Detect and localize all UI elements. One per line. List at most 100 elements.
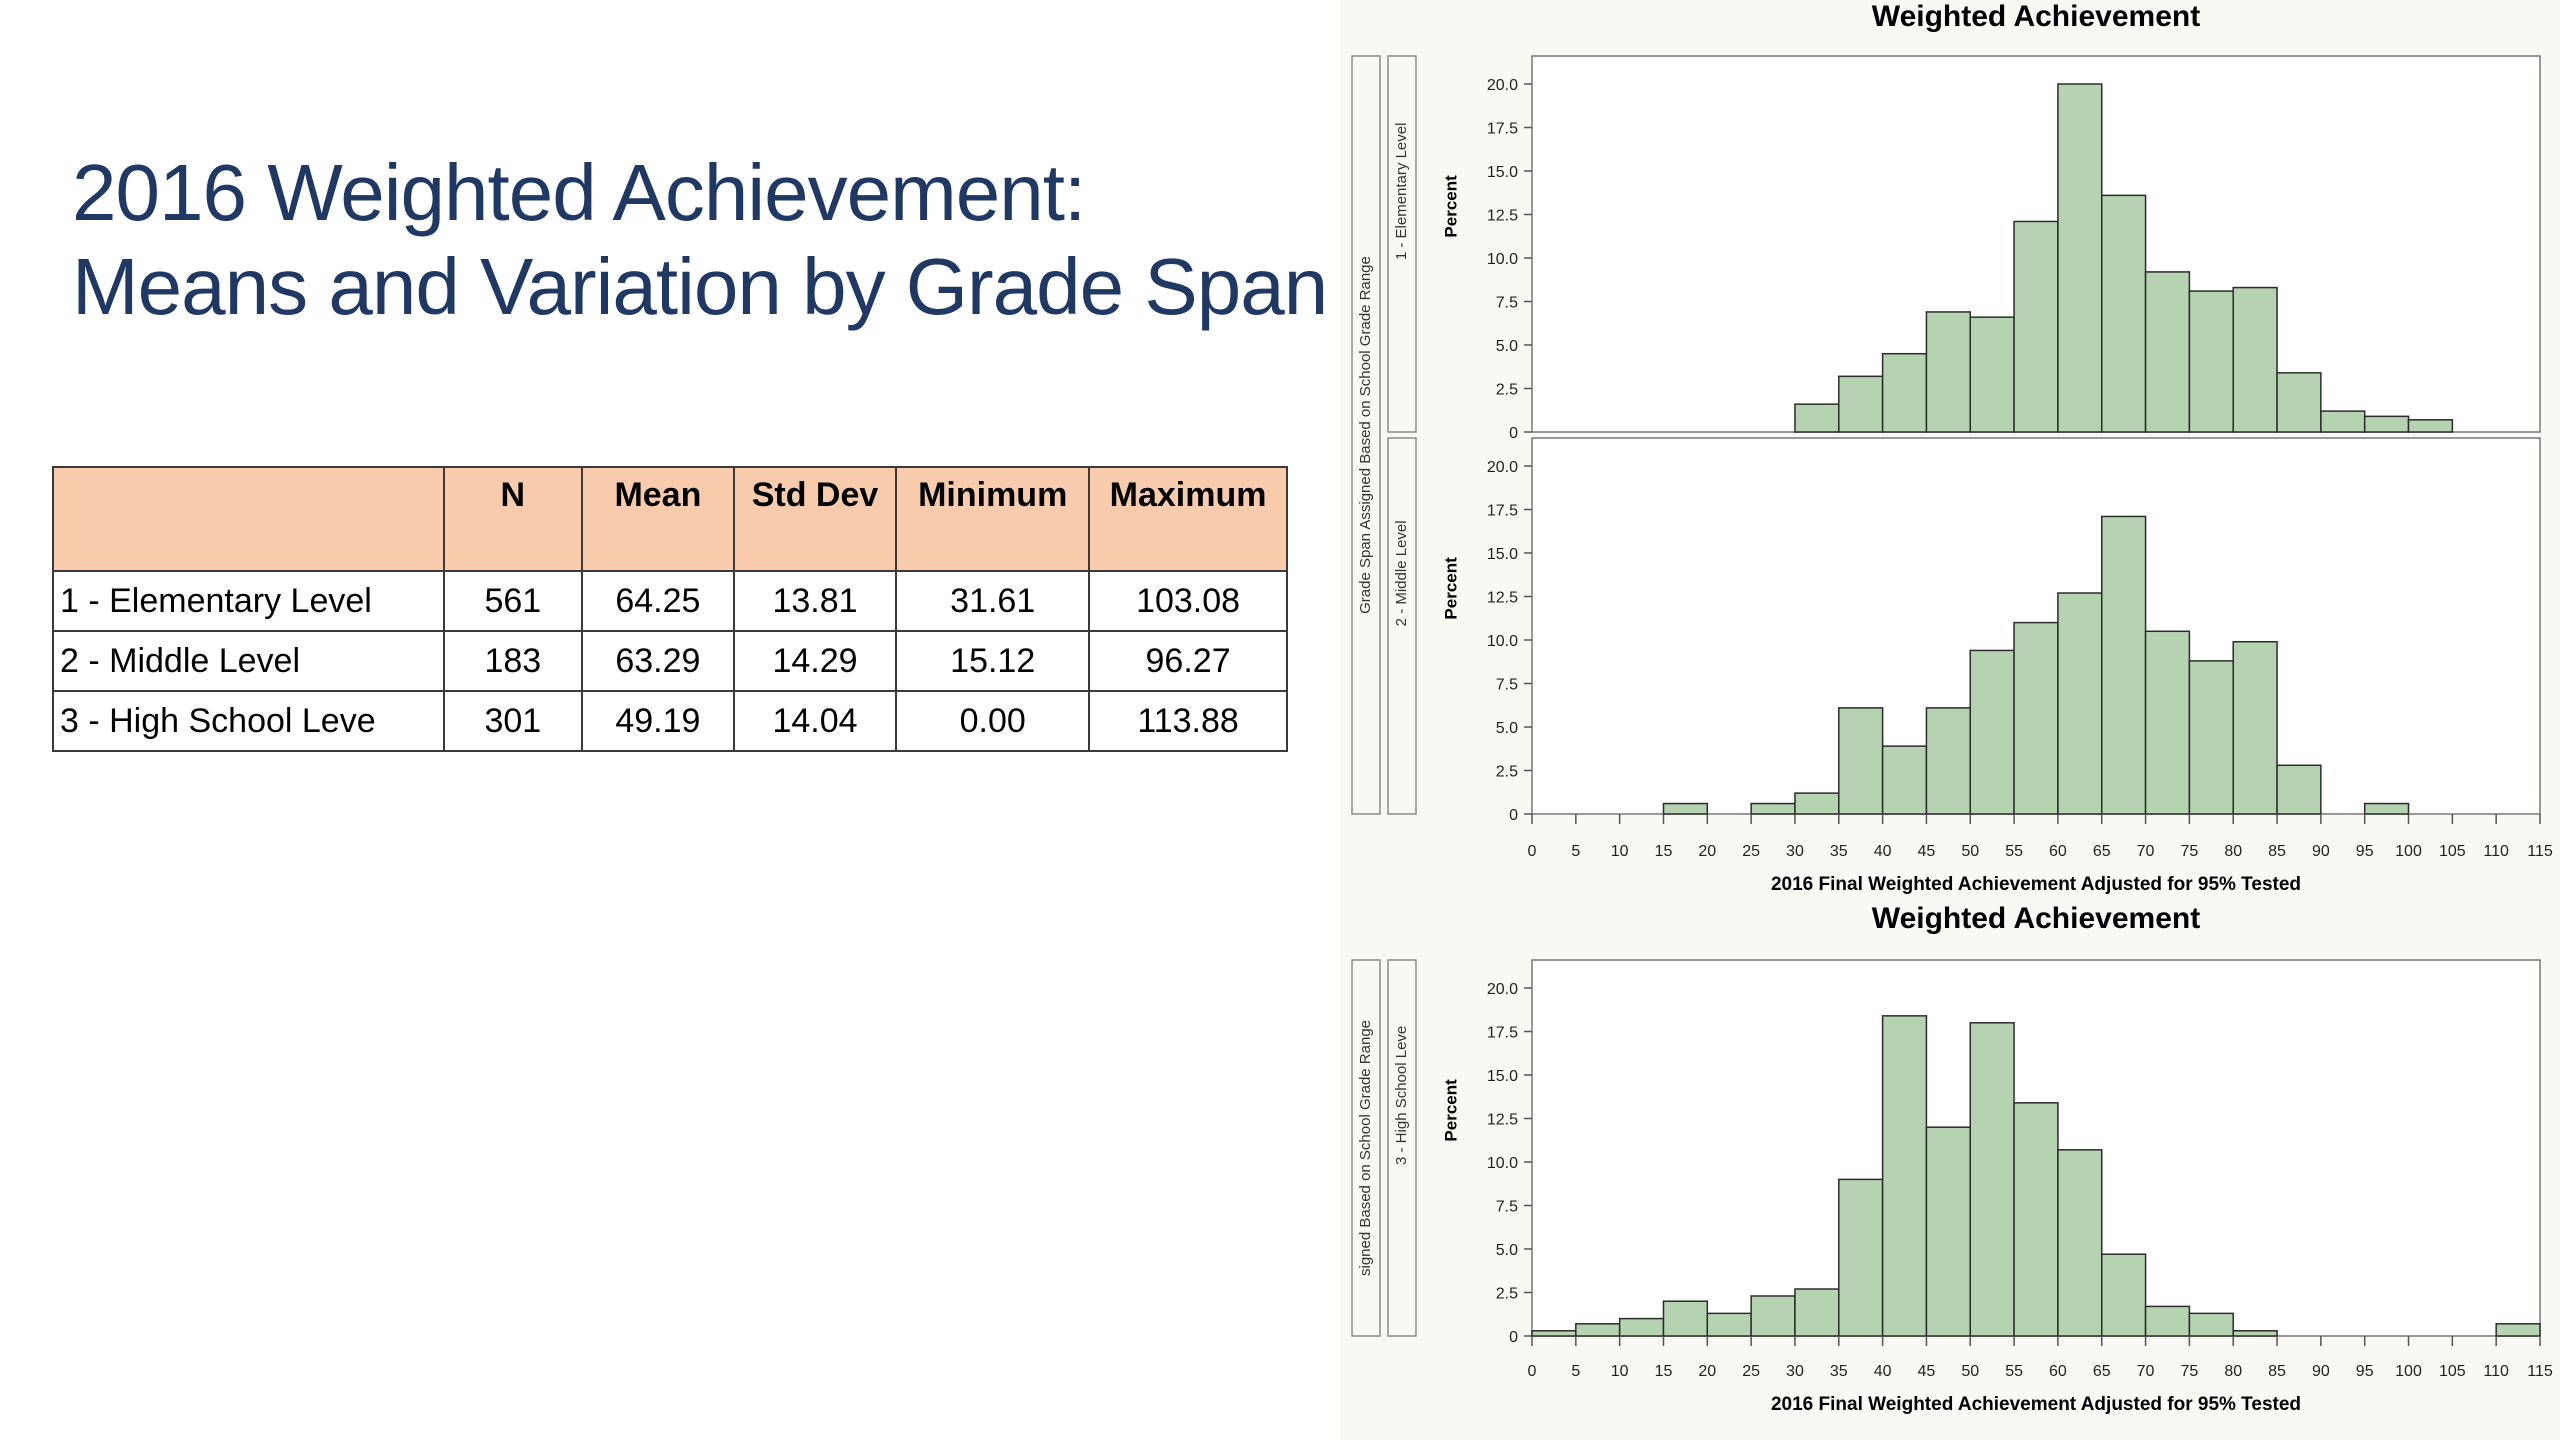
histogram-bar: [2363, 415, 2410, 433]
x-tick-label: 5: [1571, 1363, 1580, 1380]
histogram-panel: Weighted Achievement Grade Span Assigned …: [1340, 0, 2560, 1440]
x-tick-label: 40: [1874, 843, 1892, 860]
outer-group-label: Grade Span Assigned Based on School Grad…: [1357, 256, 1374, 614]
x-tick-label: 5: [1571, 843, 1580, 860]
x-tick-label: 100: [2395, 843, 2422, 860]
histogram-bar: [2232, 640, 2278, 815]
histogram-bar: [2232, 1330, 2278, 1337]
panel-strip-label: 2 - Middle Level: [1393, 520, 1410, 626]
x-tick-label: 80: [2224, 843, 2242, 860]
histogram-bar: [1662, 802, 1709, 815]
cell-maximum: 96.27: [1088, 630, 1288, 692]
y-axis-label: Percent: [1441, 175, 1460, 238]
table-row: 2 - Middle Level 183 63.29 14.29 15.12 9…: [52, 630, 1288, 692]
y-tick-label: 12.5: [1487, 208, 1518, 225]
histogram-bar: [2013, 1102, 2059, 1337]
histogram-bar: [1925, 707, 1972, 815]
cell-mean: 49.19: [581, 690, 735, 752]
histogram-bar: [2276, 764, 2322, 815]
summary-stats-table: N Mean Std Dev Minimum Maximum 1 - Eleme…: [52, 466, 1288, 752]
histogram-bar: [1838, 707, 1884, 815]
x-tick-label: 0: [1528, 843, 1537, 860]
histogram-bar: [1881, 1015, 1928, 1337]
histogram-bar: [1881, 352, 1928, 433]
y-tick-label: 12.5: [1487, 590, 1518, 607]
histogram-bar: [2363, 802, 2410, 815]
histogram-bar: [1838, 1178, 1884, 1337]
x-tick-label: 85: [2268, 1363, 2286, 1380]
histogram-bar: [1794, 1288, 1840, 1337]
histogram-bar: [1925, 1126, 1972, 1337]
panel-strip: [1387, 55, 1417, 433]
x-tick-label: 0: [1528, 1363, 1537, 1380]
x-tick-label: 35: [1830, 1363, 1848, 1380]
x-tick-label: 60: [2049, 1363, 2067, 1380]
y-tick-label: 0: [1509, 1329, 1518, 1346]
x-tick-label: 105: [2439, 843, 2466, 860]
cell-mean: 63.29: [581, 630, 735, 692]
x-tick-label: 35: [1830, 843, 1848, 860]
cell-minimum: 0.00: [895, 690, 1091, 752]
x-tick-label: 65: [2093, 843, 2111, 860]
y-tick-label: 2.5: [1496, 1286, 1518, 1303]
histogram-bar: [1969, 1022, 2015, 1337]
y-axis-label: Percent: [1441, 557, 1460, 620]
histogram-bar: [2276, 372, 2322, 433]
slide-title: 2016 Weighted Achievement: Means and Var…: [72, 146, 1328, 334]
histogram-bar: [1618, 1317, 1665, 1337]
x-tick-label: 30: [1786, 843, 1804, 860]
histogram-bar: [2407, 419, 2454, 433]
x-tick-label: 50: [1961, 843, 1979, 860]
histogram-bar: [2057, 1149, 2103, 1337]
y-tick-label: 15.0: [1487, 1068, 1518, 1085]
cell-maximum: 113.88: [1088, 690, 1288, 752]
header-cell-mean: Mean: [581, 466, 735, 572]
y-tick-label: 20.0: [1487, 77, 1518, 94]
header-cell-maximum: Maximum: [1088, 466, 1288, 572]
header-cell-label: [52, 466, 445, 572]
histogram-bar: [2188, 1312, 2234, 1337]
x-tick-label: 65: [2093, 1363, 2111, 1380]
table-header-row: N Mean Std Dev Minimum Maximum: [52, 466, 1288, 572]
x-tick-label: 55: [2005, 843, 2023, 860]
y-tick-label: 0: [1509, 807, 1518, 824]
x-tick-label: 90: [2312, 843, 2330, 860]
histogram-bar: [2495, 1323, 2541, 1337]
chart-title: Weighted Achievement: [1872, 0, 2200, 33]
histogram-bar: [1575, 1323, 1621, 1337]
y-tick-label: 17.5: [1487, 503, 1518, 520]
x-tick-label: 15: [1655, 843, 1673, 860]
x-axis-label: 2016 Final Weighted Achievement Adjusted…: [1771, 874, 2301, 895]
cell-minimum: 31.61: [895, 570, 1091, 632]
header-cell-minimum: Minimum: [895, 466, 1091, 572]
x-tick-label: 10: [1611, 843, 1629, 860]
histogram-bar: [1531, 1330, 1577, 1337]
outer-group-strip: [1351, 959, 1381, 1337]
histogram-bar: [2013, 621, 2059, 815]
y-tick-label: 2.5: [1496, 764, 1518, 781]
y-tick-label: 10.0: [1487, 251, 1518, 268]
cell-n: 183: [442, 630, 584, 692]
x-tick-label: 95: [2356, 1363, 2374, 1380]
histogram-bar: [2188, 660, 2234, 815]
x-tick-label: 45: [1918, 1363, 1936, 1380]
x-tick-label: 70: [2137, 1363, 2155, 1380]
y-tick-label: 15.0: [1487, 546, 1518, 563]
histogram-bar: [2100, 515, 2147, 815]
cell-std-dev: 14.04: [732, 690, 898, 752]
x-tick-label: 25: [1742, 843, 1760, 860]
x-tick-label: 20: [1698, 1363, 1716, 1380]
histogram-bar: [1750, 802, 1796, 815]
y-tick-label: 20.0: [1487, 459, 1518, 476]
slide-title-line-2: Means and Variation by Grade Span: [72, 242, 1328, 331]
cell-n: 301: [442, 690, 584, 752]
y-tick-label: 7.5: [1496, 1199, 1518, 1216]
x-tick-label: 45: [1918, 843, 1936, 860]
histogram-bar: [1794, 403, 1840, 433]
histogram-bar: [2232, 286, 2278, 433]
x-tick-label: 85: [2268, 843, 2286, 860]
x-tick-label: 20: [1698, 843, 1716, 860]
histogram-bar: [2144, 271, 2191, 433]
cell-minimum: 15.12: [895, 630, 1091, 692]
x-tick-label: 115: [2527, 843, 2553, 860]
